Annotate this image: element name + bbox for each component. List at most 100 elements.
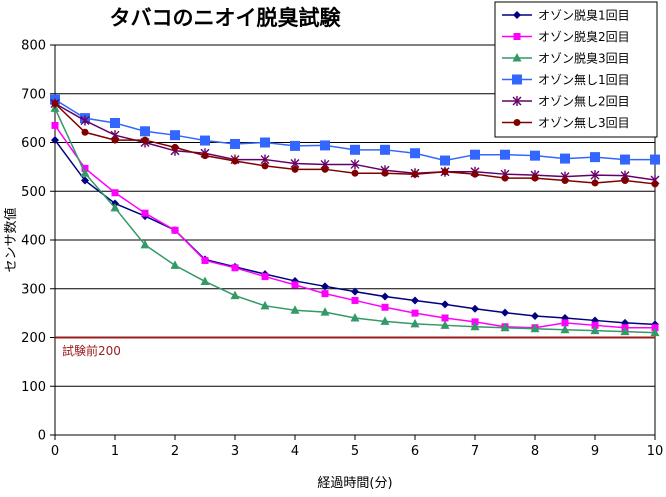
series-4-point-18 [590, 152, 600, 163]
legend-item-6: オゾン無し3回目 [502, 115, 630, 130]
x-tick-label-7: 7 [471, 444, 479, 459]
reference-line-label: 試験前200 [62, 343, 121, 358]
series-6-point-20 [651, 180, 659, 188]
series-3-point-1 [80, 168, 90, 177]
x-tick-label-9: 9 [591, 444, 599, 459]
y-tick-label-500: 500 [21, 185, 46, 200]
legend-marker-6 [513, 119, 521, 126]
legend-label-4: オゾン無し1回目 [538, 72, 630, 87]
series-6-point-14 [471, 170, 479, 178]
series-3-point-20 [650, 327, 660, 337]
series-1-point-14 [471, 304, 479, 313]
legend-label-5: オゾン無し2回目 [538, 94, 630, 109]
series-4-point-9 [320, 140, 330, 151]
series-6-point-1 [81, 128, 89, 136]
chart-title: タバコのニオイ脱臭試験 [110, 6, 342, 30]
series-4-point-12 [410, 148, 420, 159]
x-tick-label-2: 2 [171, 444, 179, 459]
series-1-point-13 [441, 300, 449, 309]
series-6-point-19 [621, 177, 629, 185]
series-3-point-9 [320, 307, 330, 316]
series-3-point-15 [500, 322, 510, 332]
series-layer [50, 94, 660, 337]
y-tick-label-100: 100 [21, 380, 46, 395]
series-2-point-6 [231, 264, 239, 272]
series-6 [51, 100, 659, 188]
series-2-point-12 [411, 309, 419, 317]
axes [54, 44, 656, 436]
x-tick-label-8: 8 [531, 444, 539, 459]
series-4-point-19 [620, 154, 630, 165]
series-3-point-14 [470, 321, 480, 331]
y-tick-label-0: 0 [38, 429, 46, 444]
legend-item-2: オゾン脱臭2回目 [502, 29, 630, 44]
series-6-point-16 [531, 174, 539, 182]
series-6-point-2 [111, 136, 119, 144]
series-6-point-13 [441, 168, 449, 176]
series-3-point-4 [170, 260, 180, 269]
legend-item-4: オゾン無し1回目 [502, 72, 630, 87]
x-tick-label-3: 3 [231, 444, 239, 459]
series-6-point-18 [591, 179, 599, 187]
plot-area-border [54, 44, 656, 436]
series-3-point-8 [290, 305, 300, 314]
y-tick-label-800: 800 [21, 39, 46, 54]
x-tick-label-6: 6 [411, 444, 419, 459]
y-axis-label: センサ数値 [3, 207, 19, 272]
series-4-point-3 [140, 126, 150, 137]
series-1-point-9 [321, 282, 329, 291]
legend-label-6: オゾン無し3回目 [538, 115, 630, 130]
series-1-point-11 [381, 292, 389, 301]
series-4-point-16 [530, 150, 540, 161]
series-1-point-12 [411, 296, 419, 305]
series-4-point-14 [470, 149, 480, 160]
series-2-point-4 [171, 226, 179, 234]
legend-marker-3 [512, 53, 522, 62]
y-tick-label-200: 200 [21, 331, 46, 346]
y-tick-label-600: 600 [21, 136, 46, 151]
x-tick-label-0: 0 [51, 444, 59, 459]
series-2-point-10 [351, 296, 359, 304]
series-4-point-4 [170, 130, 180, 141]
series-4-point-5 [200, 135, 210, 146]
series-4 [50, 94, 660, 166]
series-3-point-6 [230, 290, 240, 300]
series-6-point-10 [351, 169, 359, 177]
series-5-point-18 [590, 170, 600, 181]
x-tick-label-1: 1 [111, 444, 119, 459]
series-5-point-10 [350, 159, 360, 170]
legend-marker-5 [512, 96, 522, 106]
series-4-point-15 [500, 149, 510, 160]
series-6-point-12 [411, 170, 419, 178]
series-3-point-12 [410, 318, 420, 328]
legend-marker-2 [513, 33, 521, 40]
series-2-point-3 [141, 209, 149, 217]
y-tick-label-300: 300 [21, 282, 46, 297]
legend-item-1: オゾン脱臭1回目 [502, 8, 630, 23]
series-3-point-10 [350, 313, 360, 322]
series-1-point-0 [51, 136, 59, 145]
series-6-point-11 [381, 169, 389, 177]
series-3-point-5 [200, 276, 210, 285]
series-3-point-18 [590, 325, 600, 335]
series-4-point-8 [290, 140, 300, 151]
legend-label-3: オゾン脱臭3回目 [538, 51, 630, 66]
series-6-point-9 [321, 165, 329, 173]
series-3-point-17 [560, 324, 570, 334]
series-2-point-11 [381, 303, 389, 311]
legend-label-1: オゾン脱臭1回目 [538, 8, 630, 23]
legend-item-5: オゾン無し2回目 [502, 94, 630, 109]
series-3-point-16 [530, 323, 540, 333]
legend-marker-1 [513, 11, 521, 19]
series-3-point-13 [440, 320, 450, 329]
series-6-point-4 [171, 143, 179, 151]
x-tick-label-4: 4 [291, 444, 299, 459]
series-3-point-19 [620, 326, 630, 336]
series-2-point-17 [561, 319, 569, 327]
series-4-point-6 [230, 138, 240, 149]
series-2-point-2 [111, 189, 119, 197]
series-1-point-1 [81, 176, 89, 185]
legend-marker-4 [512, 74, 522, 85]
series-4-point-10 [350, 144, 360, 155]
